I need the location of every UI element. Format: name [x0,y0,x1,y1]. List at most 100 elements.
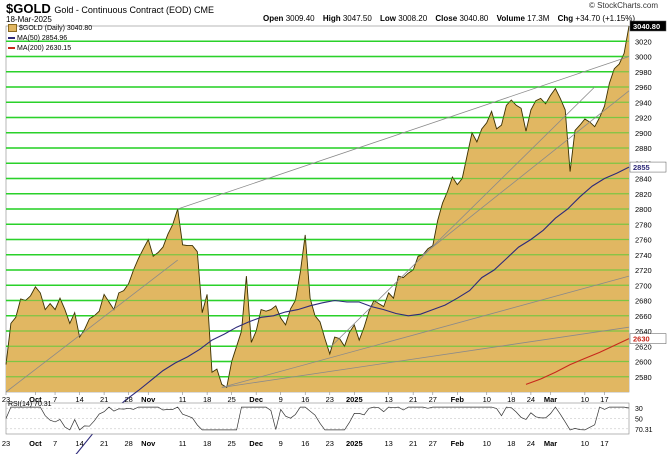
y-tick-label-2900: 2900 [635,129,652,138]
volume-label: Volume [496,14,525,23]
y-tick-label-3020: 3020 [635,37,652,46]
open-value: 3009.40 [285,14,315,23]
trendline-4 [422,90,630,256]
trendline-2 [221,275,630,388]
rsi-x-tick-label-2: 7 [53,439,57,448]
y-tick-label-2840: 2840 [635,175,652,184]
x-tick-label-8: 18 [203,395,211,404]
y-tick-label-2920: 2920 [635,114,652,123]
chart-legend: $GOLD (Daily) 3040.80 MA(50) 2854.96 MA(… [8,24,92,54]
y-tick-label-2880: 2880 [635,144,652,153]
close-label: Close [435,14,458,23]
y-tick-label-2700: 2700 [635,281,652,290]
rsi-x-tick-label-10: Dec [249,439,263,448]
symbol-description: Gold - Continuous Contract (EOD) CME [54,5,214,15]
y-tick-label-2620: 2620 [635,342,652,351]
rsi-x-tick-label-18: Feb [451,439,465,448]
x-tick-label-11: 9 [279,395,283,404]
rsi-x-tick-label-16: 21 [409,439,417,448]
x-tick-label-7: 11 [179,395,187,404]
change-label: Chg [557,14,574,23]
rsi-x-tick-label-17: 27 [429,439,437,448]
x-tick-label-3: 14 [75,395,83,404]
x-tick-label-9: 25 [227,395,235,404]
x-tick-label-1: Oct [29,395,42,404]
x-tick-label-24: 17 [600,395,608,404]
rsi-x-tick-label-7: 11 [179,439,187,448]
x-tick-label-20: 18 [507,395,515,404]
y-tick-label-2780: 2780 [635,220,652,229]
y-tick-label-2960: 2960 [635,83,652,92]
x-tick-label-21: 24 [527,395,535,404]
x-tick-label-10: Dec [249,395,263,404]
x-tick-label-19: 10 [483,395,491,404]
rsi-x-tick-label-6: Nov [141,439,156,448]
rsi-label: RSI(14) 70.31 [8,401,52,408]
rsi-x-tick-label-9: 25 [227,439,235,448]
chart-date: 18-Mar-2025 [6,15,52,24]
symbol-title: $GOLD Gold - Continuous Contract (EOD) C… [6,1,214,16]
ma50-tag-box [629,161,667,173]
rsi-x-tick-label-4: 21 [100,439,108,448]
rsi-x-tick-label-14: 2025 [346,439,363,448]
ma200-tag-box [629,333,667,344]
rsi-x-tick-label-22: Mar [544,439,557,448]
rsi-tick-label-0: 70.31 [635,427,653,434]
legend-price: $GOLD (Daily) 3040.80 [8,24,92,34]
x-tick-label-0: 23 [2,395,10,404]
x-tick-label-18: Feb [451,395,465,404]
x-tick-label-6: Nov [141,395,156,404]
x-tick-label-23: 10 [581,395,589,404]
trendline-0 [5,259,178,393]
y-tick-label-2940: 2940 [635,98,652,107]
high-value: 3047.50 [342,14,372,23]
watermark: © StockCharts.com [588,1,658,10]
rsi-tick-label-1: 50 [635,417,643,424]
ma200-tag-text: 2630 [633,335,650,344]
ma200-line [525,338,630,385]
y-tick-label-2980: 2980 [635,68,652,77]
y-tick-label-2820: 2820 [635,190,652,199]
x-tick-label-4: 21 [100,395,108,404]
ohlc-readout: Open 3009.40 High 3047.50 Low 3008.20 Cl… [263,14,635,23]
price-line [5,25,630,389]
open-label: Open [263,14,284,23]
ma50-tag-text: 2855 [633,163,650,172]
y-tick-label-3000: 3000 [635,53,652,62]
x-tick-label-2: 7 [53,395,57,404]
chart-header: $GOLD Gold - Continuous Contract (EOD) C… [0,0,670,26]
y-tick-label-2760: 2760 [635,236,652,245]
x-tick-label-17: 27 [429,395,437,404]
x-tick-label-12: 16 [301,395,309,404]
low-label: Low [380,14,397,23]
y-tick-label-2580: 2580 [635,373,652,382]
rsi-x-tick-label-12: 16 [301,439,309,448]
rsi-x-tick-label-21: 24 [527,439,535,448]
rsi-x-tick-label-5: 28 [124,439,132,448]
trendline-3 [221,326,630,388]
rsi-x-tick-label-20: 18 [507,439,515,448]
x-tick-label-14: 2025 [346,395,363,404]
x-tick-label-22: Mar [544,395,557,404]
change-value: +34.70 (+1.15%) [575,14,636,23]
rsi-x-tick-label-3: 14 [75,439,83,448]
rsi-line [5,406,630,431]
last-price-tag-text: 3040.80 [633,22,660,31]
rsi-x-tick-label-23: 10 [581,439,589,448]
x-tick-label-5: 28 [124,395,132,404]
y-tick-label-2720: 2720 [635,266,652,275]
y-tick-label-2660: 2660 [635,312,652,321]
rsi-x-tick-label-15: 13 [384,439,392,448]
legend-ma50: MA(50) 2854.96 [8,34,92,44]
y-tick-label-2640: 2640 [635,327,652,336]
trendline-1 [177,56,630,210]
x-tick-label-16: 21 [409,395,417,404]
rsi-x-tick-label-13: 23 [326,439,334,448]
ma50-line [75,166,630,454]
last-price-tag-box [629,20,667,32]
y-tick-label-2740: 2740 [635,251,652,260]
x-tick-label-15: 13 [384,395,392,404]
rsi-x-tick-label-24: 17 [600,439,608,448]
rsi-tick-label-2: 30 [635,406,643,413]
rsi-x-tick-label-11: 9 [279,439,283,448]
